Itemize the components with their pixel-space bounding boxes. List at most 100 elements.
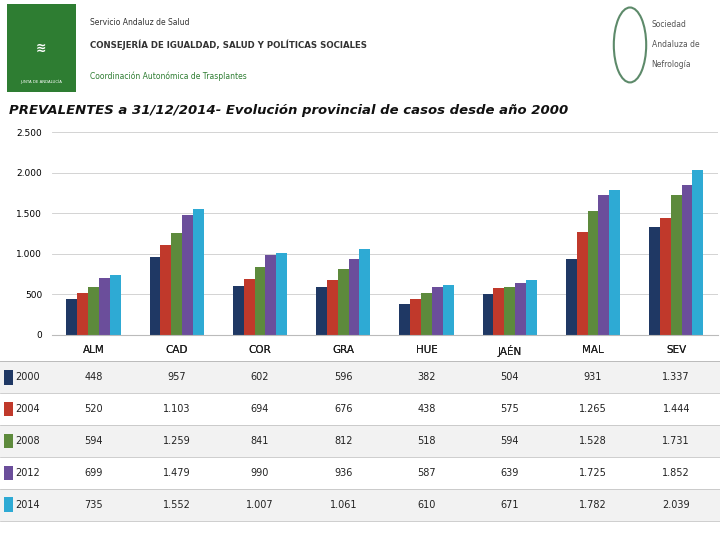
Text: 587: 587 <box>417 468 436 478</box>
Bar <box>443 285 454 335</box>
Text: 520: 520 <box>84 404 103 414</box>
Text: 596: 596 <box>334 373 353 382</box>
Text: 1.007: 1.007 <box>246 500 274 510</box>
Text: JUNTA DE ANDALUCÍA: JUNTA DE ANDALUCÍA <box>20 80 62 84</box>
Text: 1.731: 1.731 <box>662 436 690 446</box>
Text: GRA: GRA <box>332 345 354 355</box>
Text: 936: 936 <box>334 468 352 478</box>
Text: 1.265: 1.265 <box>579 404 607 414</box>
Text: 438: 438 <box>418 404 436 414</box>
Text: Servicio Andaluz de Salud: Servicio Andaluz de Salud <box>90 18 189 27</box>
Text: 957: 957 <box>168 373 186 382</box>
Bar <box>359 249 370 335</box>
Text: Andaluza de: Andaluza de <box>652 40 699 49</box>
Text: 1.528: 1.528 <box>579 436 607 446</box>
FancyBboxPatch shape <box>4 434 13 448</box>
Bar <box>327 280 338 335</box>
FancyBboxPatch shape <box>0 393 720 425</box>
Text: 699: 699 <box>84 468 103 478</box>
Text: 1.061: 1.061 <box>330 500 357 510</box>
Text: CAD: CAD <box>166 345 188 355</box>
Text: JAÉN: JAÉN <box>498 345 522 357</box>
Text: 1.782: 1.782 <box>579 500 607 510</box>
Bar <box>400 304 410 335</box>
Text: 841: 841 <box>251 436 269 446</box>
FancyBboxPatch shape <box>0 457 720 489</box>
Text: 602: 602 <box>251 373 269 382</box>
Bar <box>432 287 443 335</box>
Text: 671: 671 <box>500 500 519 510</box>
Bar <box>266 255 276 335</box>
Bar <box>316 287 327 335</box>
Bar <box>255 267 266 335</box>
Bar <box>682 185 693 335</box>
Bar <box>77 293 88 335</box>
Text: 2014: 2014 <box>15 500 40 510</box>
Text: Coordinación Autonómica de Trasplantes: Coordinación Autonómica de Trasplantes <box>90 72 247 82</box>
Bar <box>526 280 537 335</box>
FancyBboxPatch shape <box>4 465 13 480</box>
Text: 448: 448 <box>84 373 103 382</box>
Bar <box>338 269 348 335</box>
Bar <box>66 299 77 335</box>
Text: 2000: 2000 <box>15 373 40 382</box>
Text: 610: 610 <box>418 500 436 510</box>
Text: ≋: ≋ <box>36 42 46 55</box>
Bar <box>410 299 421 335</box>
Bar <box>515 283 526 335</box>
Text: 2008: 2008 <box>15 436 40 446</box>
Text: 504: 504 <box>500 373 519 382</box>
Bar <box>171 233 182 335</box>
Text: Nefrología: Nefrología <box>652 60 691 69</box>
Bar <box>660 218 671 335</box>
Bar <box>88 287 99 335</box>
Text: 639: 639 <box>500 468 519 478</box>
Bar <box>150 257 161 335</box>
Text: CONSEJERÍA DE IGUALDAD, SALUD Y POLÍTICAS SOCIALES: CONSEJERÍA DE IGUALDAD, SALUD Y POLÍTICA… <box>90 40 367 50</box>
Bar <box>193 209 204 335</box>
Text: 931: 931 <box>584 373 602 382</box>
Text: PREVALENTES a 31/12/2014- Evolución provincial de casos desde año 2000: PREVALENTES a 31/12/2014- Evolución prov… <box>9 104 568 117</box>
Bar <box>161 246 171 335</box>
Text: 2012: 2012 <box>15 468 40 478</box>
Bar <box>482 294 493 335</box>
Text: 676: 676 <box>334 404 353 414</box>
Bar <box>99 278 109 335</box>
Bar <box>649 226 660 335</box>
Text: Sociedad: Sociedad <box>652 20 686 29</box>
Bar <box>598 195 609 335</box>
Text: 812: 812 <box>334 436 353 446</box>
Text: 2004: 2004 <box>15 404 40 414</box>
FancyBboxPatch shape <box>4 497 13 512</box>
Text: 594: 594 <box>84 436 103 446</box>
Bar <box>233 286 244 335</box>
Bar <box>109 275 120 335</box>
Bar <box>671 194 682 335</box>
Text: 594: 594 <box>500 436 519 446</box>
Bar <box>693 170 703 335</box>
FancyBboxPatch shape <box>4 370 13 384</box>
FancyBboxPatch shape <box>0 361 720 393</box>
Text: 382: 382 <box>417 373 436 382</box>
Bar <box>609 191 620 335</box>
Bar <box>588 211 598 335</box>
Bar <box>504 287 515 335</box>
Bar <box>566 259 577 335</box>
Bar <box>493 288 504 335</box>
FancyBboxPatch shape <box>7 4 76 92</box>
Text: 1.552: 1.552 <box>163 500 191 510</box>
Text: MAL: MAL <box>582 345 604 355</box>
Text: 2.039: 2.039 <box>662 500 690 510</box>
Text: COR: COR <box>248 345 271 355</box>
Text: SEV: SEV <box>666 345 686 355</box>
Text: 575: 575 <box>500 404 519 414</box>
Bar <box>348 259 359 335</box>
Text: 1.725: 1.725 <box>579 468 607 478</box>
Text: 1.444: 1.444 <box>662 404 690 414</box>
Text: 1.259: 1.259 <box>163 436 191 446</box>
FancyBboxPatch shape <box>0 425 720 457</box>
FancyBboxPatch shape <box>0 489 720 521</box>
Text: HUE: HUE <box>415 345 437 355</box>
Bar <box>276 253 287 335</box>
Text: 694: 694 <box>251 404 269 414</box>
